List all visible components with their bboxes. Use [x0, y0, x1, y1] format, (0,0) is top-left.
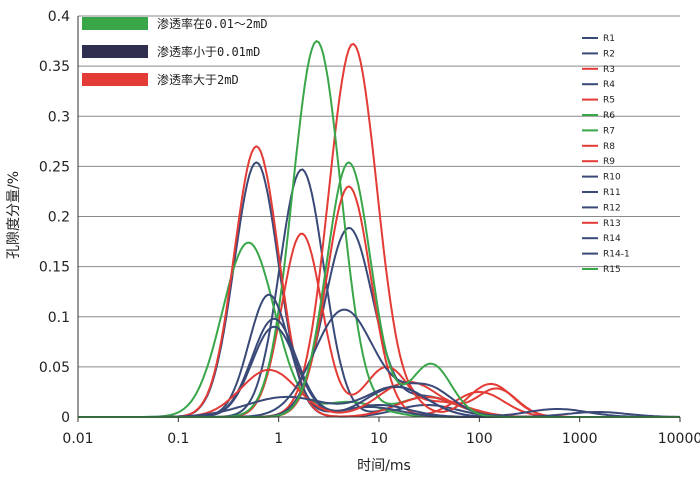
series-legend-label: R4	[603, 80, 615, 90]
series-legend-label: R13	[603, 219, 621, 229]
series-legend-label: R1	[603, 34, 615, 44]
y-axis-title: 孔隙度分量/%	[6, 171, 22, 259]
group-legend-swatch	[82, 45, 148, 58]
series-line-R9	[78, 185, 680, 418]
curve-layer	[78, 39, 680, 418]
series-legend-label: R7	[603, 126, 615, 136]
group-legend-swatch	[82, 73, 148, 86]
group-legend-label: 渗透率大于2mD	[157, 72, 239, 87]
group-legend: 渗透率在0.01～2mD 渗透率小于0.01mD 渗透率大于2mD	[82, 16, 268, 87]
x-tick-label: 0.01	[62, 431, 93, 447]
series-line-R14-1	[78, 385, 680, 418]
series-legend-label: R10	[603, 173, 621, 183]
series-legend-label: R14	[603, 234, 621, 244]
x-axis-title: 时间/ms	[357, 458, 411, 474]
series-line-R11	[78, 317, 680, 418]
y-tick-label: 0.25	[39, 159, 70, 175]
x-tick-label: 1	[274, 431, 283, 447]
series-legend-label: R12	[603, 203, 621, 213]
y-tick-label: 0.05	[39, 360, 70, 376]
x-tick-label: 100	[466, 431, 493, 447]
series-legend-label: R2	[603, 49, 615, 59]
grid-layer	[78, 15, 680, 368]
series-legend-label: R9	[603, 157, 615, 167]
group-legend-swatch	[82, 17, 148, 30]
y-tick-label: 0.4	[48, 9, 70, 25]
series-line-R7	[78, 39, 680, 418]
series-legend-label: R15	[603, 265, 621, 275]
x-tick-label: 10000	[658, 431, 700, 447]
series-legend-label: R8	[603, 142, 615, 152]
y-tick-label: 0.1	[48, 310, 70, 326]
group-legend-label: 渗透率在0.01～2mD	[157, 16, 268, 31]
series-legend-label: R11	[603, 188, 621, 198]
series-line-R8	[78, 145, 680, 418]
x-tick-label: 0.1	[167, 431, 189, 447]
y-tick-label: 0.35	[39, 59, 70, 75]
series-legend: R1 R2 R3 R4 R5 R6 R7 R8 R9 R10 R11 R12 R13 R14 R14-1 R1…	[582, 34, 630, 275]
y-tick-label: 0.2	[48, 210, 70, 226]
x-tick-label: 10	[370, 431, 388, 447]
group-legend-label: 渗透率小于0.01mD	[157, 44, 260, 59]
series-legend-label: R3	[603, 65, 615, 75]
series-legend-label: R5	[603, 96, 615, 106]
series-line-R12	[78, 325, 680, 418]
series-legend-label: R6	[603, 111, 615, 121]
y-tick-label: 0.3	[48, 109, 70, 125]
y-tick-label: 0.15	[39, 260, 70, 276]
axis-layer: 0 0.05 0.1 0.15 0.2 0.25 0.3 0.35 0.4 0.01 0.1 1 10 1…	[39, 9, 700, 447]
y-tick-label: 0	[61, 410, 70, 426]
x-tick-label: 1000	[562, 431, 598, 447]
series-legend-label: R14-1	[603, 250, 630, 260]
